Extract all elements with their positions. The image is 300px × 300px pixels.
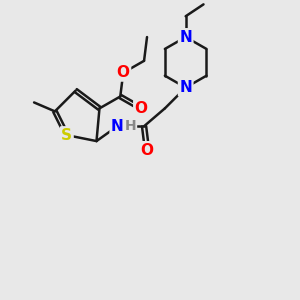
Text: N: N (179, 30, 192, 45)
Text: O: O (140, 142, 154, 158)
Text: H: H (125, 119, 136, 133)
Text: N: N (179, 80, 192, 95)
Text: O: O (117, 65, 130, 80)
Text: N: N (111, 119, 124, 134)
Text: O: O (135, 101, 148, 116)
Text: S: S (61, 128, 72, 142)
